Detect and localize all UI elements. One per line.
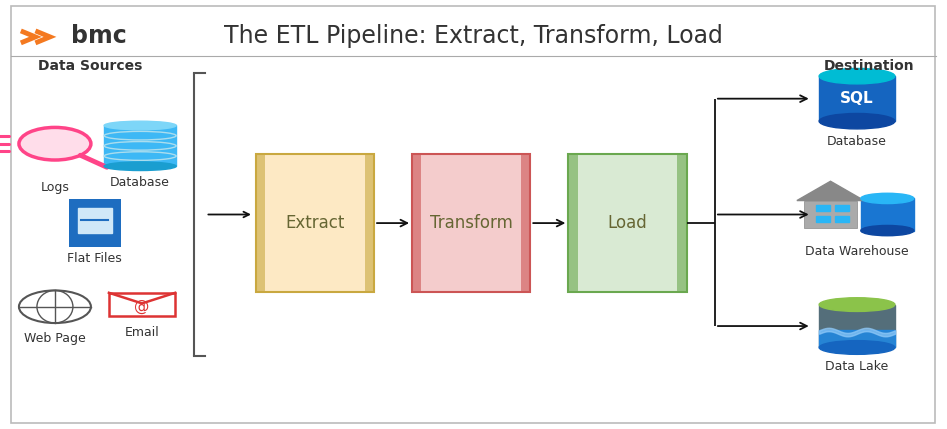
Text: SQL: SQL xyxy=(840,91,874,106)
Polygon shape xyxy=(797,181,864,201)
Circle shape xyxy=(19,127,91,160)
Bar xyxy=(109,293,175,317)
Text: Database: Database xyxy=(110,176,170,189)
Bar xyxy=(819,76,895,121)
Text: Flat Files: Flat Files xyxy=(67,252,122,265)
Bar xyxy=(69,199,121,247)
Text: @: @ xyxy=(134,299,150,314)
Bar xyxy=(861,198,914,230)
Bar xyxy=(819,305,895,347)
Text: Load: Load xyxy=(608,214,647,232)
Bar xyxy=(835,216,849,222)
Text: Extract: Extract xyxy=(285,214,345,232)
Bar xyxy=(521,154,530,292)
Text: Email: Email xyxy=(125,326,159,339)
Text: Web Page: Web Page xyxy=(24,332,86,345)
Bar xyxy=(677,154,687,292)
Ellipse shape xyxy=(104,121,176,130)
Bar xyxy=(104,125,176,166)
Bar xyxy=(816,216,830,222)
Text: Data Warehouse: Data Warehouse xyxy=(805,245,909,258)
Ellipse shape xyxy=(819,68,895,84)
Bar xyxy=(412,154,421,292)
Ellipse shape xyxy=(819,114,895,129)
Bar xyxy=(256,154,265,292)
Text: Data Sources: Data Sources xyxy=(38,60,142,73)
Bar xyxy=(412,154,530,292)
Bar xyxy=(256,154,374,292)
Text: Transform: Transform xyxy=(430,214,512,232)
Ellipse shape xyxy=(861,193,914,204)
Text: The ETL Pipeline: Extract, Transform, Load: The ETL Pipeline: Extract, Transform, Lo… xyxy=(224,24,723,48)
Text: Destination: Destination xyxy=(824,60,915,73)
Bar xyxy=(365,154,374,292)
Bar xyxy=(78,208,112,233)
Ellipse shape xyxy=(104,162,176,170)
Bar xyxy=(816,205,830,211)
Bar xyxy=(819,330,895,347)
Bar xyxy=(568,154,578,292)
Bar xyxy=(805,201,857,228)
Text: Database: Database xyxy=(827,135,887,148)
Ellipse shape xyxy=(861,226,914,236)
FancyBboxPatch shape xyxy=(11,6,935,423)
Text: Data Lake: Data Lake xyxy=(826,360,888,373)
Ellipse shape xyxy=(819,341,895,354)
Text: Logs: Logs xyxy=(41,181,69,194)
Bar xyxy=(835,205,849,211)
Text: bmc: bmc xyxy=(71,24,127,48)
Bar xyxy=(568,154,687,292)
Ellipse shape xyxy=(819,298,895,311)
